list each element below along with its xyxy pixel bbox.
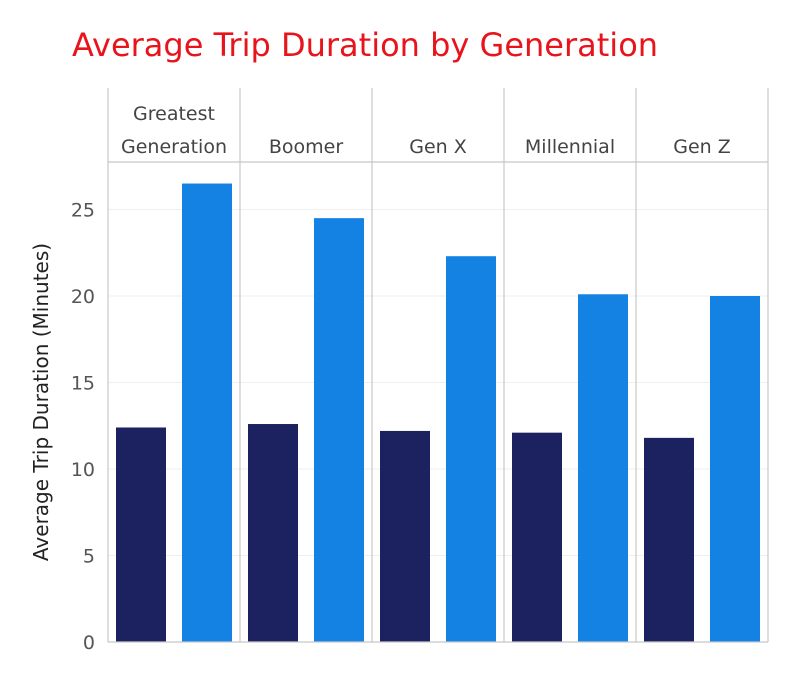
y-tick-label: 20 <box>71 286 95 308</box>
category-label: Millennial <box>525 136 615 158</box>
bar-series1-4 <box>644 437 694 642</box>
y-tick-label: 15 <box>71 373 95 395</box>
y-axis-title: Average Trip Duration (Minutes) <box>29 243 53 561</box>
category-label: Greatest <box>133 103 215 125</box>
bars <box>116 183 760 643</box>
bar-series2-0 <box>182 183 232 643</box>
category-label: Gen X <box>409 136 467 158</box>
chart-title: Average Trip Duration by Generation <box>72 26 659 64</box>
bar-series1-3 <box>512 432 562 642</box>
panel-dividers <box>107 88 769 643</box>
category-label: Boomer <box>269 136 343 158</box>
category-label: Generation <box>121 136 227 158</box>
y-axis-ticks: 0 5 10 15 20 25 <box>71 200 95 655</box>
bar-series1-2 <box>380 430 430 642</box>
bar-series2-1 <box>314 218 364 642</box>
y-tick-label: 25 <box>71 200 95 222</box>
y-tick-label: 5 <box>83 546 95 568</box>
y-tick-label: 10 <box>71 459 95 481</box>
bar-series1-1 <box>248 424 298 642</box>
category-headers: Greatest Generation Boomer Gen X Millennial G… <box>121 103 731 158</box>
bar-series1-0 <box>116 427 166 642</box>
bar-series2-4 <box>710 296 760 642</box>
category-label: Gen Z <box>673 136 731 158</box>
y-tick-label: 0 <box>83 632 95 654</box>
bar-series2-2 <box>446 256 496 642</box>
bar-series2-3 <box>578 294 628 642</box>
